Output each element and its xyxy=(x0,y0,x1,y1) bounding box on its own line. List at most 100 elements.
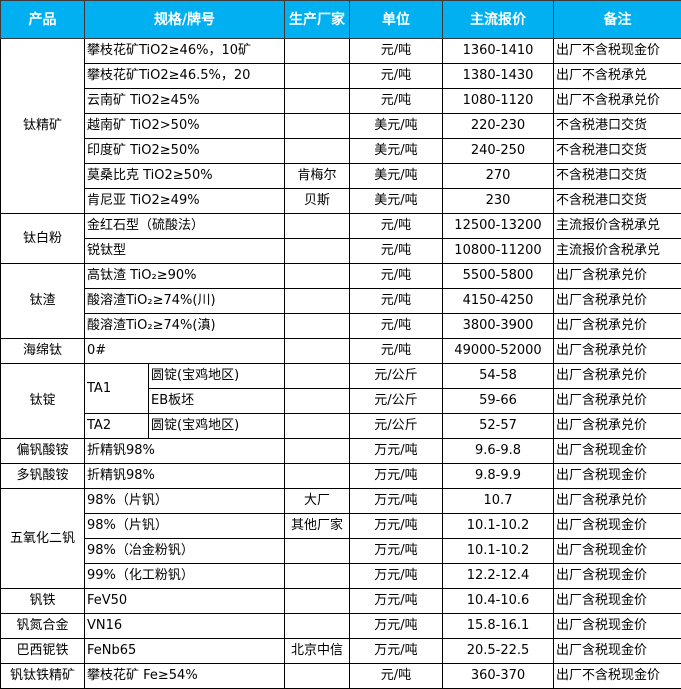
table-row: 莫桑比克 TiO2≥50% 肯梅尔 美元/吨 270 不含税港口交货 xyxy=(1,163,681,189)
maker-cell xyxy=(284,263,350,289)
grade-cell: TA1 xyxy=(84,363,149,414)
table-row: 钒氮合金 VN16 万元/吨 15.8-16.1 出厂含税现金价 xyxy=(0,613,681,639)
table-row: 钛锭 TA1 圆锭(宝鸡地区) 元/公斤 54-58 出厂含税承兑价 xyxy=(0,363,681,439)
note-cell: 出厂不含税现金价 xyxy=(553,38,681,64)
maker-cell xyxy=(284,363,350,389)
maker-cell xyxy=(284,388,350,414)
unit-cell: 元/吨 xyxy=(349,263,443,289)
price-cell: 12.2-12.4 xyxy=(442,563,554,589)
note-cell: 出厂含税现金价 xyxy=(553,438,681,464)
note-cell: 不含税港口交货 xyxy=(553,138,681,164)
price-cell: 240-250 xyxy=(442,138,554,164)
price-cell: 59-66 xyxy=(442,388,554,414)
product-cell: 钛锭 xyxy=(0,363,85,439)
table-row: 钛精矿 攀枝花矿TiO2≥46%，10矿 元/吨 1360-1410 出厂不含税现金价 xyxy=(0,38,681,214)
note-cell: 出厂含税现金价 xyxy=(553,638,681,664)
price-cell: 230 xyxy=(442,188,554,214)
unit-cell: 元/吨 xyxy=(349,88,443,114)
unit-cell: 元/吨 xyxy=(349,238,443,264)
product-cell: 钒氮合金 xyxy=(0,613,85,639)
note-cell: 出厂含税承兑价 xyxy=(553,388,681,414)
unit-cell: 万元/吨 xyxy=(349,438,443,464)
header-unit: 单位 xyxy=(349,0,443,39)
maker-cell xyxy=(284,63,350,89)
note-cell: 主流报价含税承兑 xyxy=(553,238,681,264)
unit-cell: 万元/吨 xyxy=(349,588,443,614)
table-row: 酸溶渣TiO₂≥74%(滇) 元/吨 3800-3900 出厂含税承兑价 xyxy=(1,313,681,339)
note-cell: 出厂含税现金价 xyxy=(553,538,681,564)
maker-cell: 肯梅尔 xyxy=(284,163,350,189)
price-cell: 10.1-10.2 xyxy=(442,513,554,539)
price-cell: 360-370 xyxy=(442,663,554,689)
price-cell: 20.5-22.5 xyxy=(442,638,554,664)
note-cell: 出厂含税现金价 xyxy=(553,563,681,589)
unit-cell: 元/公斤 xyxy=(349,413,443,439)
unit-cell: 万元/吨 xyxy=(349,638,443,664)
note-cell: 出厂含税现金价 xyxy=(553,463,681,489)
price-cell: 270 xyxy=(442,163,554,189)
price-cell: 1380-1430 xyxy=(442,63,554,89)
maker-cell xyxy=(284,438,350,464)
note-cell: 不含税港口交货 xyxy=(553,188,681,214)
product-cell: 多钒酸铵 xyxy=(0,463,85,489)
table-row: 五氧化二钒 98%（片钒） 大厂 万元/吨 10.7 出厂含税承兑价 xyxy=(0,488,681,589)
note-cell: 不含税港口交货 xyxy=(553,163,681,189)
maker-cell: 其他厂家 xyxy=(284,513,350,539)
spec-cell: 酸溶渣TiO₂≥74%(滇) xyxy=(84,313,285,339)
maker-cell xyxy=(284,88,350,114)
spec-cell: 99%（化工粉钒） xyxy=(84,563,285,589)
table-row: 钒铁 FeV50 万元/吨 10.4-10.6 出厂含税现金价 xyxy=(0,588,681,614)
spec-cell: 攀枝花矿TiO2≥46.5%，20 xyxy=(84,63,285,89)
note-cell: 出厂含税承兑价 xyxy=(553,263,681,289)
table-row: 钒钛铁精矿 攀枝花矿 Fe≥54% 元/吨 360-370 出厂不含税现金价 xyxy=(0,663,681,689)
price-cell: 10800-11200 xyxy=(442,238,554,264)
price-cell: 49000-52000 xyxy=(442,338,554,364)
table-row: 海绵钛 0# 元/吨 49000-52000 出厂含税承兑价 xyxy=(0,338,681,364)
price-cell: 4150-4250 xyxy=(442,288,554,314)
product-cell: 钒铁 xyxy=(0,588,85,614)
maker-cell xyxy=(284,563,350,589)
maker-cell xyxy=(284,238,350,264)
unit-cell: 美元/吨 xyxy=(349,113,443,139)
table-row: 越南矿 TiO2>50% 美元/吨 220-230 不含税港口交货 xyxy=(1,113,681,139)
table-row: 钛白粉 金红石型（硫酸法） 元/吨 12500-13200 主流报价含税承兑 xyxy=(0,213,681,264)
unit-cell: 万元/吨 xyxy=(349,613,443,639)
unit-cell: 元/公斤 xyxy=(349,363,443,389)
note-cell: 出厂含税承兑价 xyxy=(553,313,681,339)
spec-cell: 肯尼亚 TiO2≥49% xyxy=(84,188,285,214)
spec-cell: 折精钒98% xyxy=(84,438,285,464)
maker-cell xyxy=(284,213,350,239)
spec-cell: 高钛渣 TiO₂≥90% xyxy=(84,263,285,289)
header-product: 产品 xyxy=(0,0,85,39)
price-cell: 52-57 xyxy=(442,413,554,439)
spec-cell: 攀枝花矿TiO2≥46%，10矿 xyxy=(84,38,285,64)
product-cell: 偏钒酸铵 xyxy=(0,438,85,464)
note-cell: 出厂含税承兑价 xyxy=(553,288,681,314)
header-note: 备注 xyxy=(553,0,681,39)
spec-cell: 锐钛型 xyxy=(84,238,285,264)
maker-cell xyxy=(284,588,350,614)
unit-cell: 元/吨 xyxy=(349,63,443,89)
product-cell: 钛白粉 xyxy=(0,213,85,264)
table-row: 钛渣 高钛渣 TiO₂≥90% 元/吨 5500-5800 出厂含税承兑价 xyxy=(0,263,681,339)
unit-cell: 万元/吨 xyxy=(349,488,443,514)
table-body: 钛精矿 攀枝花矿TiO2≥46%，10矿 元/吨 1360-1410 出厂不含税现金价攀… xyxy=(0,38,681,689)
spec-cell: 金红石型（硫酸法） xyxy=(84,213,285,239)
product-cell: 钒钛铁精矿 xyxy=(0,663,85,689)
maker-cell xyxy=(284,313,350,339)
header-spec: 规格/牌号 xyxy=(84,0,285,39)
table-row: 酸溶渣TiO₂≥74%(川) 元/吨 4150-4250 出厂含税承兑价 xyxy=(1,288,681,314)
unit-cell: 元/吨 xyxy=(349,338,443,364)
maker-cell xyxy=(284,38,350,64)
product-cell: 巴西铌铁 xyxy=(0,638,85,664)
note-cell: 出厂含税承兑价 xyxy=(553,338,681,364)
unit-cell: 元/吨 xyxy=(349,288,443,314)
price-cell: 9.8-9.9 xyxy=(442,463,554,489)
unit-cell: 万元/吨 xyxy=(349,513,443,539)
maker-cell xyxy=(284,613,350,639)
table-row: 云南矿 TiO2≥45% 元/吨 1080-1120 出厂不含税承兑价 xyxy=(1,88,681,114)
maker-cell xyxy=(284,538,350,564)
spec-cell: 攀枝花矿 Fe≥54% xyxy=(84,663,285,689)
note-cell: 出厂含税现金价 xyxy=(553,513,681,539)
spec-cell: FeNb65 xyxy=(84,638,285,664)
